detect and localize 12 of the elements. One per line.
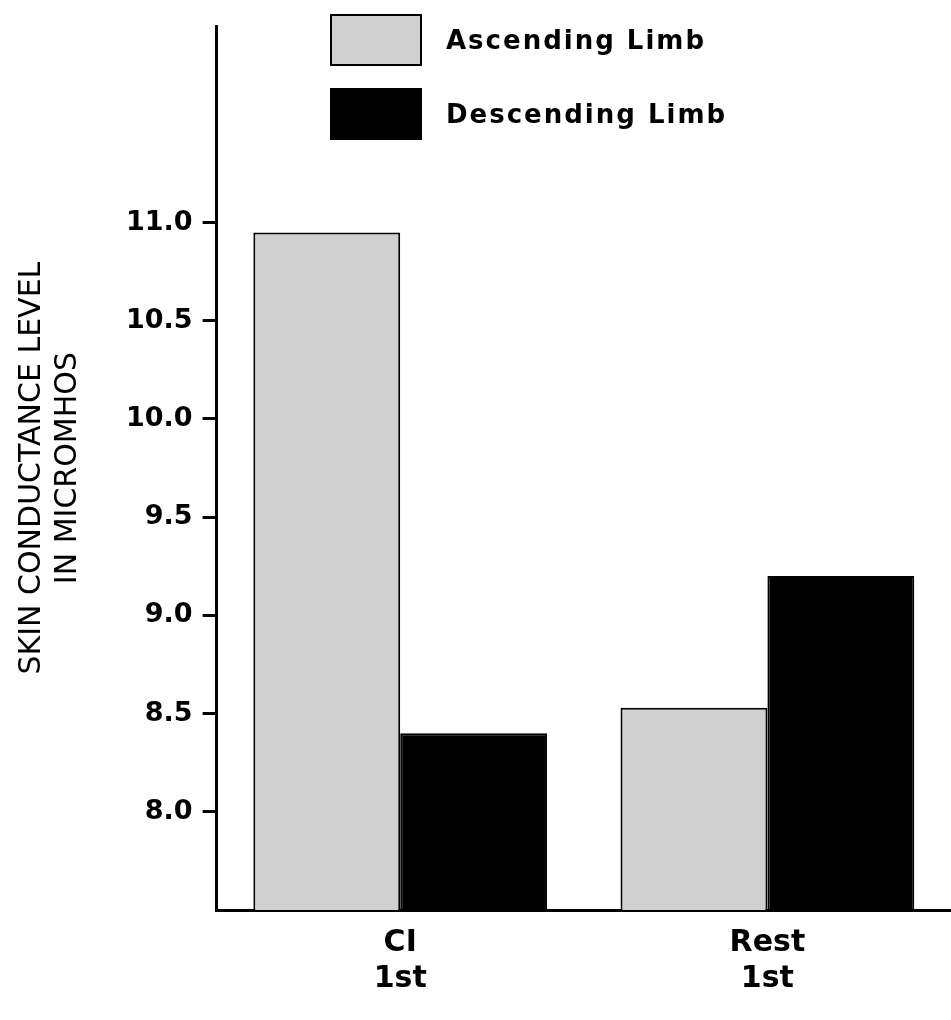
y-tick-label: 9.0 (144, 597, 193, 629)
y-axis-title: SKIN CONDUCTANCE LEVEL IN MICROMHOS (11, 261, 83, 675)
y-tick-label: 8.0 (144, 793, 193, 825)
x-tick-label: CI 1st (373, 922, 427, 994)
legend-label: Descending Limb (446, 99, 728, 129)
y-tick-label: 11.0 (125, 204, 193, 236)
x-tick-label: Rest 1st (729, 922, 806, 994)
y-tick-label: 10.5 (125, 302, 193, 334)
legend-label: Ascending Limb (446, 25, 707, 55)
y-tick-label: 9.5 (144, 499, 193, 531)
y-tick-label: 8.5 (144, 695, 193, 727)
y-tick-label: 10.0 (125, 401, 193, 433)
